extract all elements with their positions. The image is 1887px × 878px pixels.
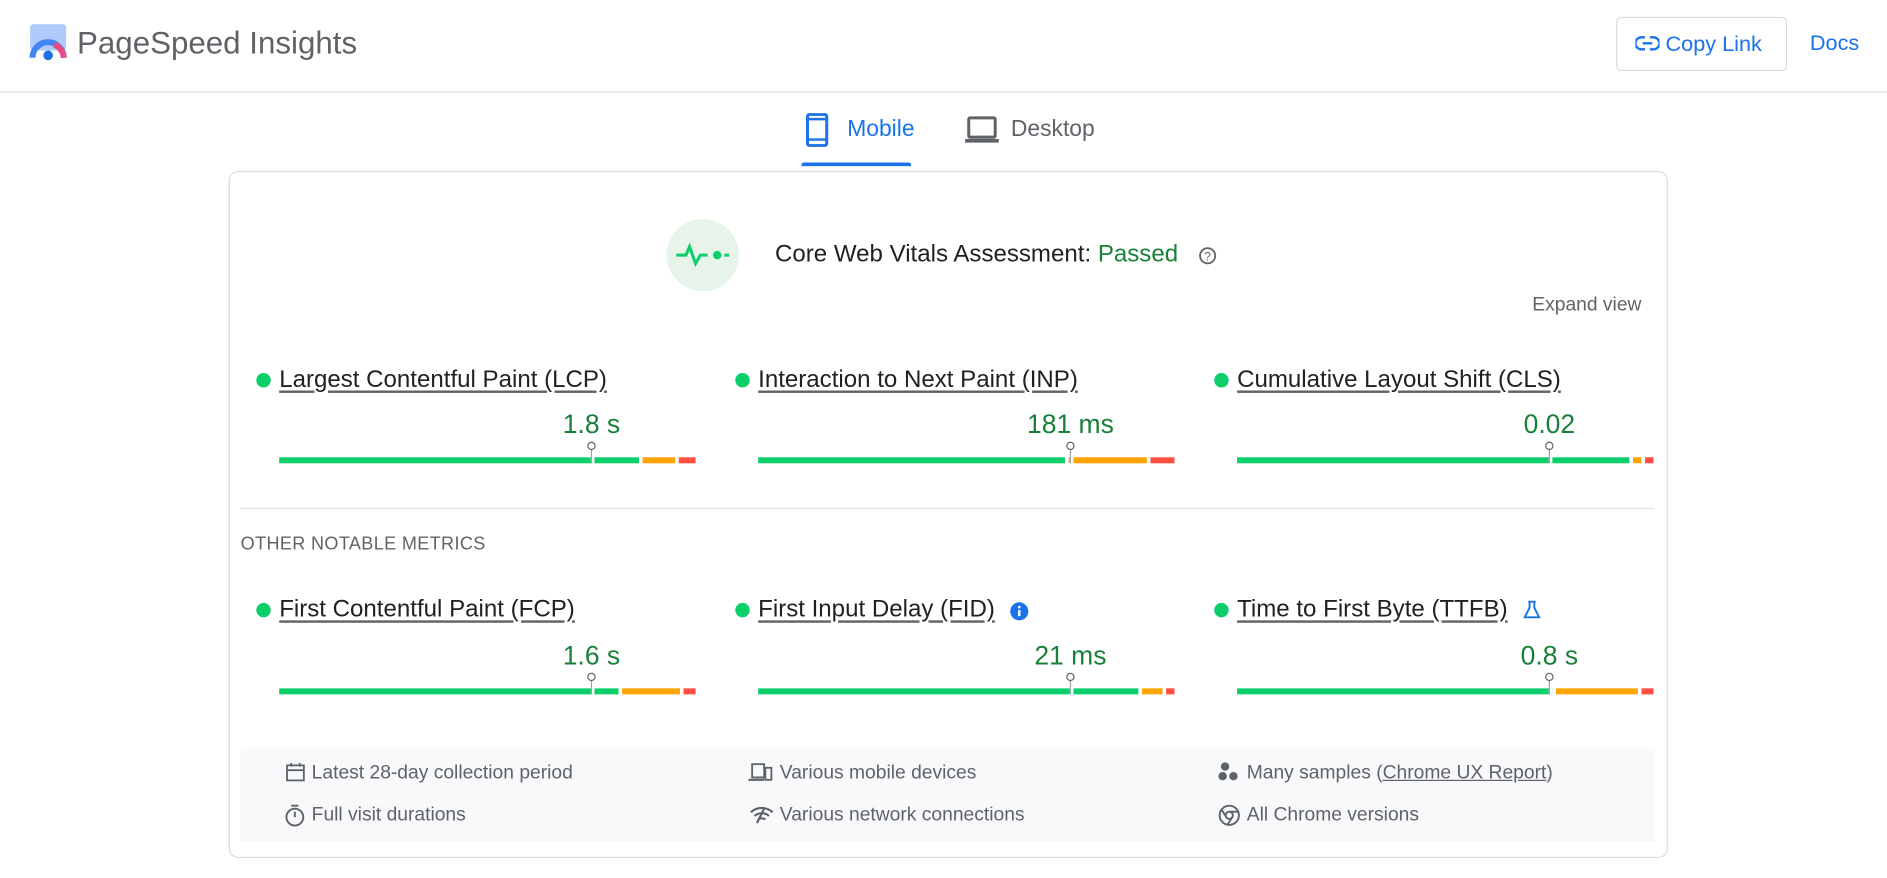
- distribution-segment: [1149, 457, 1175, 464]
- distribution-segment: [1237, 457, 1630, 464]
- metric-name[interactable]: First Input Delay (FID): [758, 596, 995, 623]
- samples-close: ): [1546, 762, 1553, 784]
- p75-marker: [1548, 677, 1552, 695]
- metric-name[interactable]: Time to First Byte (TTFB): [1237, 596, 1508, 623]
- chrome-icon: [1218, 804, 1240, 826]
- section-heading: OTHER NOTABLE METRICS: [240, 533, 486, 555]
- metric-value: 0.8 s: [1520, 640, 1579, 671]
- app-title: PageSpeed Insights: [77, 24, 358, 61]
- info-box: [240, 748, 1655, 843]
- distribution-segment: [622, 688, 680, 695]
- samples-icon: [1218, 762, 1238, 781]
- metric-value: 0.02: [1523, 409, 1576, 440]
- p75-marker: [1069, 677, 1073, 695]
- info-durations: Full visit durations: [311, 805, 466, 826]
- distribution-segment: [1641, 688, 1654, 695]
- mobile-icon: [805, 113, 829, 147]
- svg-text:?: ?: [1204, 250, 1211, 264]
- expand-view[interactable]: Expand view: [1532, 294, 1642, 316]
- p75-marker-head: [1065, 672, 1075, 682]
- distribution-bar: [758, 688, 1175, 695]
- p75-marker: [1548, 446, 1552, 464]
- distribution-bar: [279, 457, 696, 464]
- distribution-segment: [279, 457, 640, 464]
- distribution-segment: [1166, 688, 1175, 695]
- distribution-segment: [1068, 457, 1147, 464]
- distribution-segment: [1645, 457, 1654, 464]
- tab-mobile[interactable]: Mobile: [847, 116, 915, 143]
- metric-name[interactable]: First Contentful Paint (FCP): [279, 596, 575, 623]
- metric-value: 21 ms: [1034, 640, 1107, 671]
- metric-value: 1.8 s: [562, 409, 621, 440]
- distribution-bar: [758, 457, 1175, 464]
- crux-link[interactable]: Chrome UX Report: [1382, 762, 1547, 784]
- link-icon: [1635, 36, 1660, 51]
- header: [0, 0, 1887, 93]
- info-icon[interactable]: [1010, 602, 1029, 621]
- network-icon: [750, 806, 774, 824]
- p75-marker: [590, 677, 594, 695]
- status-dot: [1214, 373, 1229, 388]
- distribution-segment: [1237, 688, 1553, 695]
- info-period: Latest 28-day collection period: [311, 762, 573, 784]
- metric-name[interactable]: Interaction to Next Paint (INP): [758, 366, 1078, 393]
- p75-marker-head: [1544, 672, 1553, 682]
- status-dot: [1214, 602, 1229, 618]
- copy-link-label: Copy Link: [1665, 31, 1762, 56]
- divider: [240, 507, 1655, 510]
- assessment-title: Core Web Vitals Assessment: Passed: [775, 241, 1178, 269]
- tab-indicator: [801, 162, 911, 167]
- distribution-segment: [1633, 457, 1642, 464]
- devices-icon: [748, 763, 773, 781]
- p75-marker-head: [586, 441, 596, 451]
- assessment-label: Core Web Vitals Assessment:: [774, 241, 1092, 268]
- lab-icon: [1523, 600, 1541, 619]
- info-network: Various network connections: [779, 805, 1025, 826]
- status-dot: [735, 602, 750, 618]
- status-dot: [256, 602, 271, 618]
- distribution-bar: [279, 688, 696, 695]
- distribution-segment: [758, 457, 1066, 464]
- p75-marker-head: [1544, 441, 1553, 451]
- samples-text: Many samples (: [1246, 762, 1383, 784]
- distribution-bar: [1237, 688, 1654, 695]
- tab-desktop[interactable]: Desktop: [1010, 116, 1095, 143]
- help-icon[interactable]: ?: [1199, 247, 1217, 265]
- copy-link-button[interactable]: Copy Link: [1616, 16, 1788, 72]
- docs-link[interactable]: Docs: [1809, 30, 1860, 55]
- assessment-status: Passed: [1097, 241, 1179, 268]
- distribution-segment: [642, 457, 676, 464]
- calendar-icon: [286, 762, 305, 782]
- metric-name[interactable]: Cumulative Layout Shift (CLS): [1237, 366, 1561, 393]
- metric-value: 181 ms: [1027, 409, 1114, 440]
- distribution-segment: [679, 457, 696, 464]
- metric-value: 1.6 s: [562, 640, 621, 671]
- info-versions: All Chrome versions: [1246, 805, 1419, 826]
- logo: [29, 24, 67, 61]
- distribution-segment: [683, 688, 696, 695]
- distribution-segment: [279, 688, 619, 695]
- info-devices: Various mobile devices: [779, 762, 977, 784]
- p75-marker: [590, 446, 594, 464]
- cwv-icon: [666, 219, 739, 292]
- timer-icon: [285, 804, 305, 827]
- metric-name[interactable]: Largest Contentful Paint (LCP): [279, 366, 607, 393]
- distribution-segment: [1555, 688, 1638, 695]
- distribution-segment: [758, 688, 1139, 695]
- p75-marker-head: [1065, 441, 1075, 451]
- card: [228, 170, 1668, 859]
- distribution-bar: [1237, 457, 1654, 464]
- status-dot: [256, 373, 271, 388]
- desktop-icon: [965, 116, 999, 143]
- p75-marker-head: [586, 672, 596, 682]
- p75-marker: [1069, 446, 1073, 464]
- info-samples: Many samples (Chrome UX Report): [1247, 763, 1553, 785]
- status-dot: [735, 373, 750, 388]
- distribution-segment: [1142, 688, 1163, 695]
